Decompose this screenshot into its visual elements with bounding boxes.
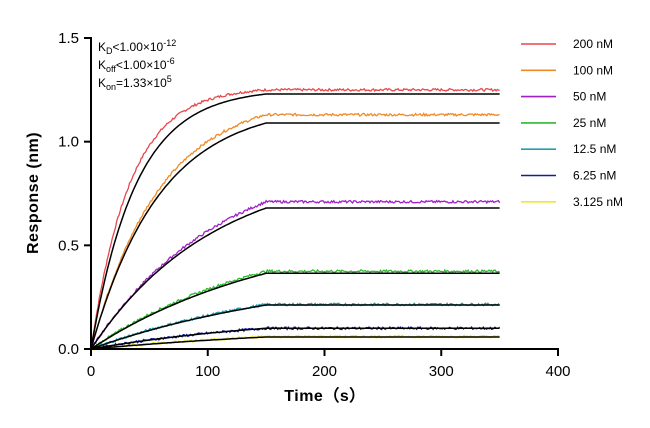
- fit-line: [90, 327, 500, 350]
- legend-label: 6.25 nM: [573, 169, 616, 183]
- fit-line: [90, 304, 500, 350]
- kd-annotation: KD<1.00×10-12: [98, 38, 176, 56]
- legend: 200 nM 100 nM 50 nM 25 nM 12.5 nM 6.25 nM 3.12…: [521, 37, 623, 209]
- koff-annotation: Koff<1.00×10-6: [98, 56, 175, 74]
- y-tick-label: 1.0: [58, 134, 79, 151]
- series-line: [90, 302, 501, 350]
- fit-line: [90, 207, 500, 350]
- y-ticks: 0.0 0.5 1.0 1.5: [58, 30, 91, 358]
- x-tick-label: 200: [312, 363, 337, 380]
- x-tick-label: 0: [87, 363, 95, 380]
- kinetic-constants-annotation: KD<1.00×10-12 Koff<1.00×10-6 Kon=1.33×10…: [98, 38, 176, 92]
- x-axis-title: Time（s）: [284, 387, 365, 405]
- y-tick-label: 1.5: [58, 30, 79, 47]
- curves-group: [90, 87, 501, 352]
- fit-line: [90, 272, 500, 350]
- x-tick-label: 400: [545, 363, 570, 380]
- series-line: [90, 268, 500, 350]
- fit-line: [90, 122, 500, 350]
- kon-annotation: Kon=1.33×105: [98, 74, 172, 92]
- y-tick-label: 0.0: [58, 341, 79, 358]
- y-tick-label: 0.5: [58, 237, 79, 254]
- y-axis-title: Response (nm): [25, 132, 42, 254]
- series-line: [90, 199, 501, 350]
- series-line: [90, 325, 501, 351]
- fit-line: [90, 336, 500, 350]
- x-ticks: 0 100 200 300 400: [87, 349, 571, 380]
- legend-label: 12.5 nM: [573, 142, 616, 156]
- x-tick-label: 100: [195, 363, 220, 380]
- legend-label: 3.125 nM: [573, 195, 623, 209]
- legend-label: 100 nM: [573, 63, 613, 77]
- legend-label: 200 nM: [573, 37, 613, 51]
- series-line: [90, 87, 500, 350]
- series-line: [90, 112, 500, 349]
- legend-label: 25 nM: [573, 116, 606, 130]
- fit-line: [90, 93, 500, 350]
- legend-label: 50 nM: [573, 90, 606, 104]
- x-tick-label: 300: [429, 363, 454, 380]
- fit-curves-group: [90, 93, 500, 350]
